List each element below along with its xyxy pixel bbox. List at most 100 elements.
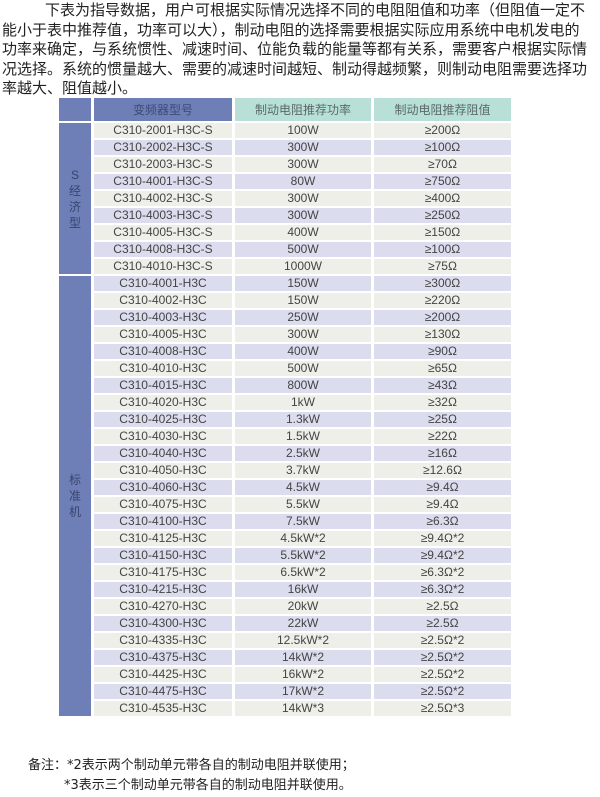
group-label: S经济型 (68, 167, 81, 230)
power-cell: 4.5kW (235, 480, 371, 495)
resistance-cell: ≥300Ω (374, 276, 511, 291)
resistance-cell: ≥400Ω (374, 191, 511, 206)
table-row: C310-4002-H3C 150W ≥220Ω (59, 293, 511, 308)
table-row: C310-2002-H3C-S 300W ≥100Ω (59, 140, 511, 155)
resistance-cell: ≥9.4Ω (374, 497, 511, 512)
resistance-cell: ≥150Ω (374, 225, 511, 240)
power-cell: 250W (235, 310, 371, 325)
table-row: C310-4003-H3C 250W ≥200Ω (59, 310, 511, 325)
table-row: C310-4015-H3C 800W ≥43Ω (59, 378, 511, 393)
power-cell: 5.5kW*2 (235, 548, 371, 563)
resistance-cell: ≥100Ω (374, 242, 511, 257)
resistance-cell: ≥70Ω (374, 157, 511, 172)
power-cell: 6.5kW*2 (235, 565, 371, 580)
model-cell: C310-4008-H3C (94, 344, 232, 359)
model-cell: C310-4270-H3C (94, 599, 232, 614)
resistance-cell: ≥32Ω (374, 395, 511, 410)
table-row: C310-4020-H3C 1kW ≥32Ω (59, 395, 511, 410)
footnote-1: 备注：*2表示两个制动单元带各自的制动电阻并联使用； (28, 758, 355, 773)
table-row: C310-4215-H3C 16kW ≥6.3Ω*2 (59, 582, 511, 597)
table-row: S经济型 C310-2001-H3C-S 100W ≥200Ω (59, 123, 511, 274)
group-label-cell: 标准机 (59, 276, 91, 716)
resistance-cell: ≥2.5Ω*3 (374, 701, 511, 716)
power-cell: 14kW*2 (235, 650, 371, 665)
table-row: C310-4001-H3C-S 80W ≥750Ω (59, 174, 511, 189)
model-cell: C310-4425-H3C (94, 667, 232, 682)
table-row: C310-4060-H3C 4.5kW ≥9.4Ω (59, 480, 511, 495)
power-cell: 1000W (235, 259, 371, 274)
resistance-cell: ≥43Ω (374, 378, 511, 393)
resistance-cell: ≥25Ω (374, 412, 511, 427)
table-row: C310-4008-H3C-S 500W ≥100Ω (59, 242, 511, 257)
power-cell: 17kW*2 (235, 684, 371, 699)
resistance-cell: ≥2.5Ω*2 (374, 650, 511, 665)
table-row: C310-4335-H3C 12.5kW*2 ≥2.5Ω*2 (59, 633, 511, 648)
table-row: C310-4375-H3C 14kW*2 ≥2.5Ω*2 (59, 650, 511, 665)
power-cell: 1kW (235, 395, 371, 410)
power-cell: 12.5kW*2 (235, 633, 371, 648)
model-cell: C310-2003-H3C-S (94, 157, 232, 172)
model-cell: C310-4040-H3C (94, 446, 232, 461)
table-row: C310-4040-H3C 2.5kW ≥16Ω (59, 446, 511, 461)
power-cell: 300W (235, 327, 371, 342)
group-label-cell: S经济型 (59, 123, 91, 274)
braking-resistor-table: 变频器型号 制动电阻推荐功率 制动电阻推荐阻值 S经济型 C310-2001-H3… (56, 96, 514, 718)
model-cell: C310-4100-H3C (94, 514, 232, 529)
power-cell: 100W (235, 123, 371, 138)
header-resistance: 制动电阻推荐阻值 (374, 98, 511, 121)
resistance-cell: ≥65Ω (374, 361, 511, 376)
resistance-cell: ≥90Ω (374, 344, 511, 359)
table-row: C310-4125-H3C 4.5kW*2 ≥9.4Ω*2 (59, 531, 511, 546)
model-cell: C310-4125-H3C (94, 531, 232, 546)
power-cell: 3.7kW (235, 463, 371, 478)
model-cell: C310-4005-H3C (94, 327, 232, 342)
table-row: C310-4010-H3C 500W ≥65Ω (59, 361, 511, 376)
power-cell: 150W (235, 293, 371, 308)
power-cell: 300W (235, 140, 371, 155)
model-cell: C310-4020-H3C (94, 395, 232, 410)
model-cell: C310-4002-H3C-S (94, 191, 232, 206)
resistance-cell: ≥9.4Ω*2 (374, 531, 511, 546)
header-group (59, 98, 91, 121)
model-cell: C310-4025-H3C (94, 412, 232, 427)
footnote-2: *3表示三个制动单元带各自的制动电阻并联使用。 (64, 778, 352, 793)
table-row: C310-4008-H3C 400W ≥90Ω (59, 344, 511, 359)
table-row: C310-4270-H3C 20kW ≥2.5Ω (59, 599, 511, 614)
resistance-cell: ≥9.4Ω (374, 480, 511, 495)
resistance-cell: ≥6.3Ω*2 (374, 582, 511, 597)
table-row: C310-4002-H3C-S 300W ≥400Ω (59, 191, 511, 206)
resistance-cell: ≥750Ω (374, 174, 511, 189)
model-cell: C310-4010-H3C-S (94, 259, 232, 274)
resistance-cell: ≥250Ω (374, 208, 511, 223)
power-cell: 1.3kW (235, 412, 371, 427)
model-cell: C310-2001-H3C-S (94, 123, 232, 138)
power-cell: 16kW (235, 582, 371, 597)
resistance-cell: ≥16Ω (374, 446, 511, 461)
table-row: C310-4030-H3C 1.5kW ≥22Ω (59, 429, 511, 444)
resistance-cell: ≥130Ω (374, 327, 511, 342)
power-cell: 5.5kW (235, 497, 371, 512)
power-cell: 300W (235, 157, 371, 172)
power-cell: 4.5kW*2 (235, 531, 371, 546)
model-cell: C310-4335-H3C (94, 633, 232, 648)
resistance-cell: ≥6.3Ω*2 (374, 565, 511, 580)
model-cell: C310-4010-H3C (94, 361, 232, 376)
resistance-cell: ≥200Ω (374, 123, 511, 138)
model-cell: C310-4002-H3C (94, 293, 232, 308)
resistance-cell: ≥2.5Ω (374, 599, 511, 614)
table-row: 标准机 C310-4001-H3C 150W ≥300Ω (59, 276, 511, 716)
model-cell: C310-4001-H3C (94, 276, 232, 291)
power-cell: 1.5kW (235, 429, 371, 444)
table-row: C310-4005-H3C 300W ≥130Ω (59, 327, 511, 342)
table-row: C310-4003-H3C-S 300W ≥250Ω (59, 208, 511, 223)
model-cell: C310-4535-H3C (94, 701, 232, 716)
group-label: 标准机 (68, 473, 81, 519)
table-header-row: 变频器型号 制动电阻推荐功率 制动电阻推荐阻值 (59, 98, 511, 121)
power-cell: 22kW (235, 616, 371, 631)
resistance-cell: ≥2.5Ω (374, 616, 511, 631)
resistance-cell: ≥2.5Ω*2 (374, 667, 511, 682)
table-row: C310-4010-H3C-S 1000W ≥75Ω (59, 259, 511, 274)
table-row: C310-4425-H3C 16kW*2 ≥2.5Ω*2 (59, 667, 511, 682)
table-row: C310-4025-H3C 1.3kW ≥25Ω (59, 412, 511, 427)
power-cell: 500W (235, 361, 371, 376)
